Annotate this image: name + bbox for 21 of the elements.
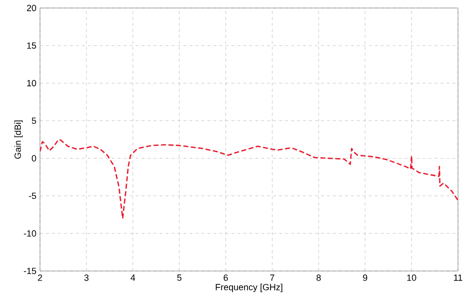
y-tick-label: 0 <box>32 155 36 162</box>
y-tick-label: -5 <box>28 192 36 199</box>
x-tick-label: 6 <box>224 274 228 281</box>
x-tick-label: 10 <box>407 274 416 281</box>
x-tick-label: 4 <box>130 274 136 281</box>
x-axis-title: Frequency [GHz] <box>216 284 282 292</box>
y-tick-label: 10 <box>27 80 36 86</box>
y-axis-title: Gain [dBi] <box>14 120 23 159</box>
y-tick-label: -10 <box>24 230 36 237</box>
x-tick-label: 3 <box>84 274 89 281</box>
x-tick-label: 2 <box>38 274 42 281</box>
line-series <box>40 138 458 220</box>
y-tick-label: -15 <box>24 268 36 274</box>
y-tick-label: 20 <box>26 4 36 12</box>
x-tick-label: 11 <box>454 274 462 281</box>
x-tick-label: 8 <box>316 274 321 281</box>
x-tick-label: 5 <box>177 274 182 281</box>
x-tick-label: 9 <box>363 274 368 281</box>
y-tick-label: 15 <box>27 42 36 49</box>
x-tick-label: 7 <box>270 274 274 281</box>
y-tick-label: 5 <box>32 118 36 124</box>
